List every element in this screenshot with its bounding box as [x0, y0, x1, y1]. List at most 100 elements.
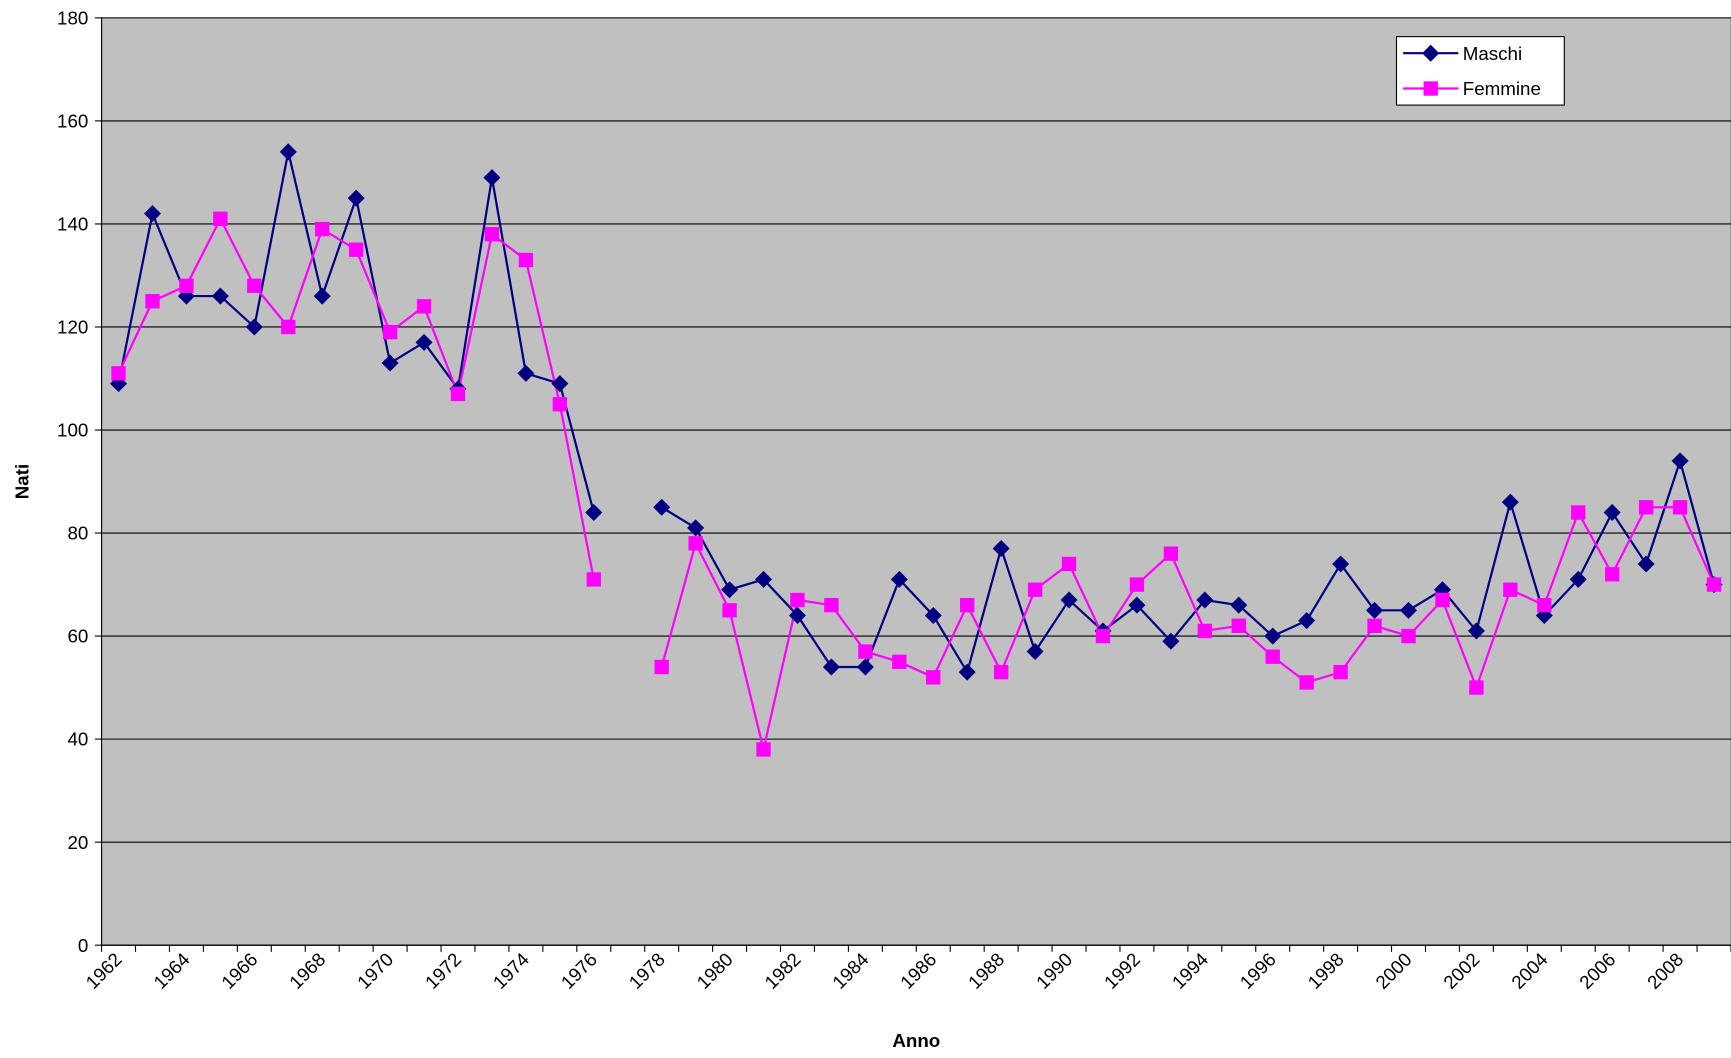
data-point [483, 169, 501, 187]
data-point [687, 519, 705, 537]
x-tick-label: 1982 [760, 949, 804, 993]
legend-marker [1423, 81, 1438, 96]
data-point [926, 670, 941, 685]
x-tick-label: 1986 [896, 949, 940, 993]
x-tick-label: 1968 [285, 949, 329, 993]
data-point [382, 324, 398, 340]
data-point [1196, 591, 1214, 609]
data-point [1060, 591, 1078, 609]
data-point [1706, 577, 1722, 592]
data-point [1469, 680, 1484, 695]
data-point [722, 603, 737, 618]
data-point [788, 606, 806, 624]
x-tick-label: 1998 [1304, 949, 1348, 993]
data-point [552, 397, 568, 412]
data-point [1467, 622, 1485, 640]
x-tick-label: 1984 [828, 949, 872, 993]
data-point [347, 189, 365, 207]
x-tick-label: 2008 [1643, 949, 1687, 993]
data-point [756, 742, 771, 757]
y-tick-label: 120 [57, 317, 88, 338]
x-tick-label: 1990 [1032, 949, 1076, 993]
data-point [143, 205, 161, 223]
x-tick-label: 1966 [217, 949, 261, 993]
data-point [1264, 627, 1282, 645]
data-point [416, 299, 432, 314]
x-tick-label: 1974 [489, 949, 533, 993]
data-point [111, 366, 126, 381]
y-tick-label: 0 [78, 935, 88, 956]
data-point [179, 278, 194, 293]
y-tick-label: 20 [67, 832, 88, 853]
data-point [1367, 618, 1382, 633]
data-point [450, 386, 466, 402]
data-point [586, 572, 601, 587]
x-tick-label: 1964 [149, 949, 193, 993]
y-tick-label: 160 [57, 111, 88, 132]
data-point [211, 287, 229, 305]
data-point [790, 592, 805, 608]
data-point [110, 375, 128, 393]
data-point [1333, 664, 1348, 680]
data-point [856, 658, 874, 676]
data-point [924, 606, 942, 624]
data-point [1128, 596, 1146, 614]
data-point [1265, 649, 1280, 664]
data-point [1638, 500, 1654, 515]
x-tick-label: 1972 [421, 949, 465, 993]
x-tick-label: 1994 [1168, 949, 1212, 993]
plot-area [101, 17, 1731, 946]
data-point [518, 252, 534, 268]
data-point [688, 536, 703, 551]
data-point [1637, 555, 1655, 573]
data-point [551, 375, 569, 393]
data-point [1603, 503, 1621, 521]
data-point [1162, 632, 1180, 650]
data-point [1298, 612, 1316, 630]
data-point [1163, 546, 1179, 561]
data-point [960, 597, 975, 613]
data-point [993, 664, 1009, 680]
data-point [1230, 596, 1248, 614]
data-point [1366, 601, 1384, 619]
data-point [890, 570, 908, 588]
data-point [1503, 582, 1518, 597]
x-tick-label: 1996 [1236, 949, 1280, 993]
data-point [245, 318, 263, 336]
data-point [1605, 567, 1620, 582]
data-point [1026, 643, 1044, 661]
legend-label: Femmine [1463, 78, 1541, 99]
data-point [1671, 452, 1689, 470]
data-point [484, 227, 500, 242]
x-tick-label: 1978 [625, 949, 669, 993]
data-point [1537, 597, 1552, 613]
data-point [348, 242, 364, 257]
data-point [992, 539, 1010, 558]
y-tick-label: 60 [67, 626, 88, 647]
y-tick-label: 140 [57, 214, 88, 235]
x-tick-label: 2006 [1575, 949, 1619, 993]
data-point [1061, 556, 1077, 572]
x-tick-label: 2000 [1371, 949, 1415, 993]
y-tick-label: 100 [57, 420, 88, 441]
data-point [1095, 628, 1111, 644]
x-tick-label: 1992 [1100, 949, 1144, 993]
legend-label: Maschi [1463, 43, 1522, 64]
y-tick-label: 180 [57, 7, 88, 28]
data-point [892, 654, 907, 670]
data-point [313, 287, 331, 305]
data-point [654, 659, 669, 675]
data-point [1401, 628, 1416, 644]
data-point [1197, 623, 1213, 639]
data-point [315, 221, 330, 237]
data-point [1027, 582, 1043, 597]
data-point [1672, 500, 1688, 515]
data-point [1299, 675, 1314, 690]
data-point [415, 333, 433, 351]
data-point [1571, 505, 1586, 520]
data-point [1332, 555, 1350, 573]
data-point [721, 581, 739, 599]
data-point [1400, 601, 1418, 619]
data-point [1129, 577, 1145, 592]
